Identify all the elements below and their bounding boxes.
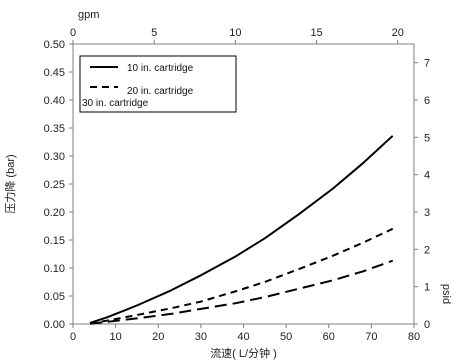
legend-label-1: 10 in. cartridge <box>127 63 194 74</box>
y-tick-label: 0.20 <box>44 207 65 219</box>
x-tick-label: 10 <box>110 331 122 343</box>
y-tick-label: 0.05 <box>44 291 65 303</box>
y-tick-label: 0.50 <box>44 39 65 51</box>
right-y-tick-label: 6 <box>424 95 430 107</box>
y-axis-title: 压力降 (bar) <box>3 154 17 213</box>
right-y-tick-label: 7 <box>424 58 430 70</box>
y-tick-label: 0.30 <box>44 151 65 163</box>
right-y-axis-title: psid <box>440 284 452 304</box>
y-tick-label: 0.25 <box>44 179 65 191</box>
right-y-tick-label: 2 <box>424 244 430 256</box>
x-tick-label: 70 <box>365 331 377 343</box>
right-y-tick-label: 1 <box>424 282 430 294</box>
x-tick-label: 20 <box>152 331 164 343</box>
right-y-tick-label: 4 <box>424 170 430 182</box>
x-tick-label: 60 <box>323 331 335 343</box>
right-y-tick-label: 0 <box>424 319 430 331</box>
legend-label-3: 30 in. cartridge <box>82 98 149 109</box>
legend-box <box>79 55 237 113</box>
x-tick-label: 30 <box>195 331 207 343</box>
y-tick-label: 0.15 <box>44 235 65 247</box>
top-x-tick-label: 20 <box>392 27 404 39</box>
x-tick-label: 0 <box>70 331 76 343</box>
x-tick-label: 50 <box>280 331 292 343</box>
legend-label-2: 20 in. cartridge <box>127 86 194 97</box>
y-tick-label: 0.45 <box>44 67 65 79</box>
top-x-tick-label: 5 <box>151 27 157 39</box>
top-x-axis-title: gpm <box>78 9 99 21</box>
x-tick-label: 40 <box>237 331 249 343</box>
x-axis-title: 流速( L/分钟 ) <box>210 346 277 360</box>
y-tick-label: 0.00 <box>44 319 65 331</box>
top-x-tick-label: 15 <box>310 27 322 39</box>
y-tick-label: 0.10 <box>44 263 65 275</box>
series-line-2 <box>89 227 394 325</box>
right-y-tick-label: 5 <box>424 132 430 144</box>
x-tick-label: 80 <box>408 331 420 343</box>
series-line-3 <box>89 259 394 325</box>
right-y-tick-label: 3 <box>424 207 430 219</box>
y-tick-label: 0.35 <box>44 123 65 135</box>
top-x-tick-label: 0 <box>70 27 76 39</box>
series-line-1 <box>89 135 394 324</box>
top-x-tick-label: 10 <box>229 27 241 39</box>
y-tick-label: 0.40 <box>44 95 65 107</box>
